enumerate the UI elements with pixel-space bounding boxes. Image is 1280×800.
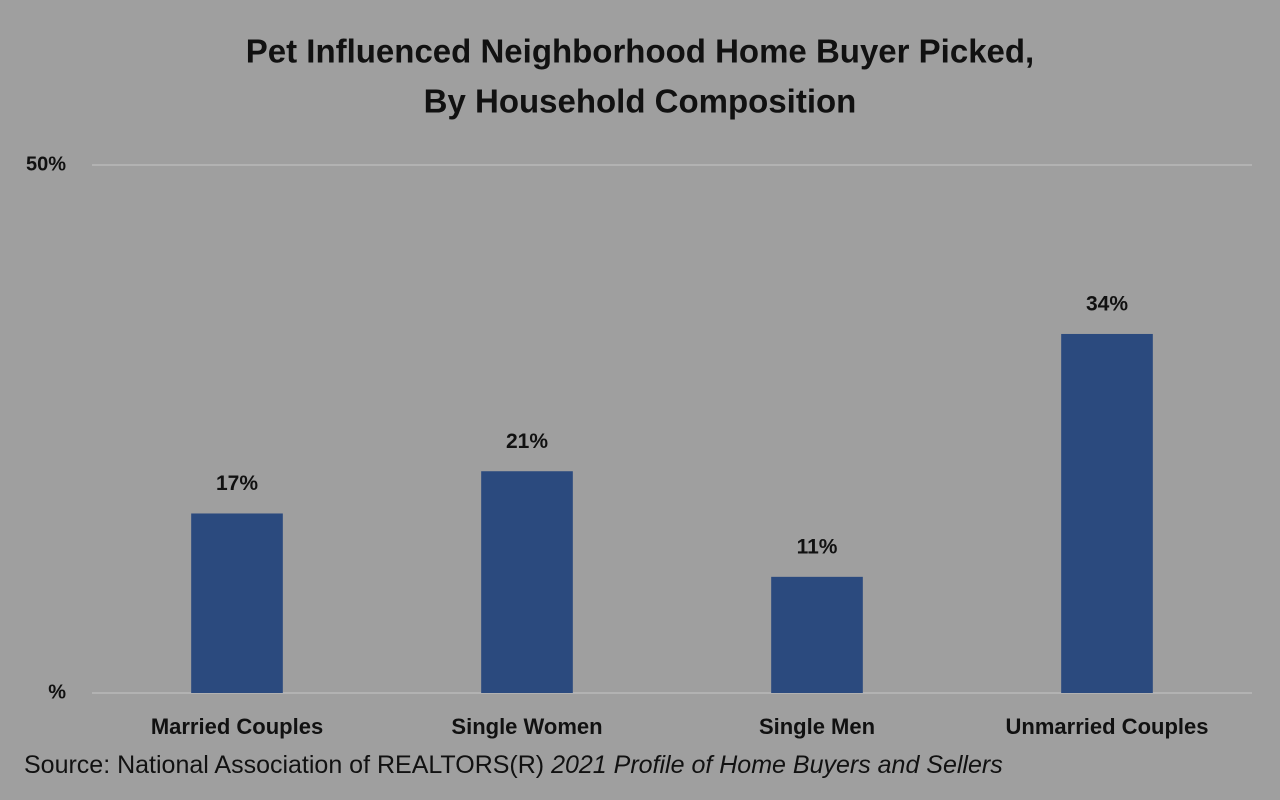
bar (771, 576, 863, 693)
value-label: 17% (216, 472, 258, 495)
source-title: 2021 Profile of Home Buyers and Sellers (550, 751, 1003, 779)
bar (1061, 333, 1153, 693)
bar (481, 471, 573, 693)
chart-title: By Household Composition (424, 83, 857, 120)
y-tick-label: 50% (26, 153, 66, 175)
chart-title: Pet Influenced Neighborhood Home Buyer P… (246, 33, 1034, 70)
x-tick-label: Single Men (759, 714, 875, 739)
value-label: 34% (1086, 293, 1128, 316)
x-tick-label: Unmarried Couples (1006, 714, 1209, 739)
source: Source: National Association of REALTORS… (24, 751, 1003, 779)
x-tick-label: Married Couples (151, 714, 323, 739)
y-tick-label: % (48, 681, 66, 703)
value-label: 21% (506, 430, 548, 453)
source-text: Source: National Association of REALTORS… (24, 751, 544, 779)
x-tick-label: Single Women (451, 714, 602, 739)
value-label: 11% (797, 535, 838, 558)
bar (191, 513, 283, 693)
